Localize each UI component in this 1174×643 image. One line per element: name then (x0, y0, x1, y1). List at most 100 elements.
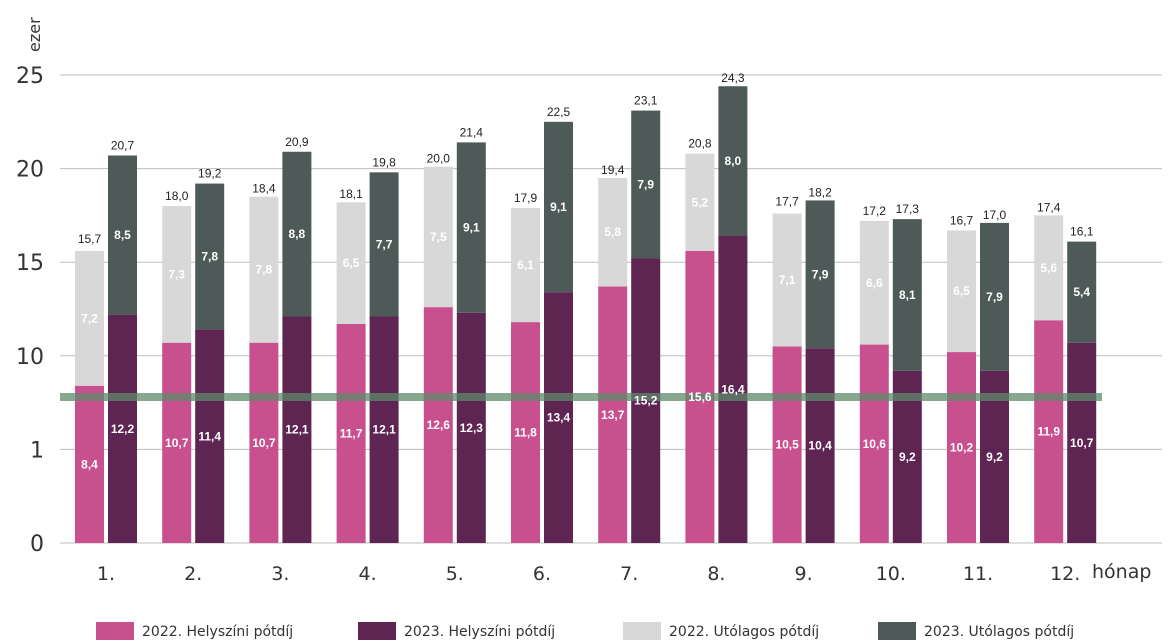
data-label-2022-helyszini: 10,7 (165, 436, 189, 450)
data-label-2022-helyszini: 11,9 (1037, 425, 1060, 439)
y-tick-label: 1 (30, 438, 44, 463)
total-label-2022: 15,7 (78, 232, 102, 246)
legend-swatch (878, 622, 916, 640)
data-label-2023-helyszini: 10,7 (1070, 436, 1094, 450)
data-label-2022-utolagos: 6,5 (343, 256, 360, 270)
data-label-2023-utolagos: 8,5 (114, 228, 131, 242)
bar-2022-utolagos (685, 153, 715, 251)
total-label-2022: 17,4 (1037, 200, 1061, 214)
data-label-2022-utolagos: 7,2 (81, 311, 98, 325)
x-tick-label: 3. (271, 563, 289, 585)
x-tick-label: 2. (184, 563, 202, 585)
bar-2023-utolagos (456, 142, 486, 313)
x-tick-label: 5. (446, 563, 464, 585)
bar-2022-helyszini (423, 307, 453, 543)
bar-2022-utolagos (162, 206, 192, 343)
bar-2022-helyszini (511, 322, 540, 543)
bar-2023-utolagos (805, 200, 835, 349)
data-label-2023-utolagos: 8,0 (725, 154, 742, 168)
y-tick-label: 10 (16, 345, 44, 370)
data-label-2023-utolagos: 7,7 (376, 237, 393, 251)
x-tick-label: 12. (1050, 563, 1080, 585)
bar-2023-helyszini (282, 316, 312, 543)
y-axis-label: ezer (25, 17, 44, 52)
y-tick-label: 20 (16, 158, 44, 183)
bar-2022-helyszini (336, 323, 366, 543)
bar-series (75, 86, 1097, 543)
bar-2022-utolagos (511, 207, 540, 323)
bar-2023-utolagos (108, 155, 137, 315)
bar-2022-helyszini (162, 342, 192, 543)
x-tick-label: 6. (533, 563, 551, 585)
total-label-2022: 18,4 (252, 182, 276, 196)
data-label-2022-helyszini: 15,6 (688, 390, 712, 404)
bar-2022-helyszini (1034, 320, 1064, 543)
total-label-2023: 17,0 (983, 208, 1007, 222)
x-tick-label: 9. (795, 563, 813, 585)
data-label-2023-utolagos: 7,8 (201, 250, 218, 264)
total-label-2022: 17,2 (863, 204, 887, 218)
data-label-2023-utolagos: 8,8 (289, 227, 306, 241)
x-tick-label: 11. (963, 563, 993, 585)
data-label-2023-helyszini: 9,2 (986, 450, 1003, 464)
data-label-2022-utolagos: 7,3 (168, 267, 185, 281)
total-label-2022: 16,7 (950, 213, 974, 227)
y-tick-label: 15 (16, 251, 44, 276)
data-label-2023-helyszini: 12,1 (372, 423, 396, 437)
data-label-2023-helyszini: 10,4 (808, 439, 832, 453)
bar-2022-utolagos (249, 196, 279, 343)
bar-2022-utolagos (75, 250, 104, 386)
data-label-2023-helyszini: 15,2 (634, 394, 658, 408)
bar-2023-helyszini (805, 348, 835, 543)
data-label-2022-utolagos: 6,6 (866, 276, 883, 290)
total-label-2023: 18,2 (808, 185, 832, 199)
data-label-2022-helyszini: 10,7 (252, 436, 276, 450)
x-tick-label: 4. (359, 563, 377, 585)
total-label-2023: 20,7 (111, 138, 135, 152)
data-label-2022-utolagos: 6,1 (517, 258, 534, 272)
bar-2023-helyszini (456, 312, 486, 543)
legend-swatch (623, 622, 661, 640)
x-axis-ticks: 1. 2. 3. 4. 5. 6. 7. 8. 9. 10. 11. 12. (97, 563, 1080, 585)
bar-2023-utolagos (1067, 241, 1097, 343)
total-label-2023: 17,3 (896, 202, 920, 216)
bar-2022-utolagos (772, 213, 802, 347)
total-label-2023: 24,3 (721, 71, 745, 85)
data-label-2023-helyszini: 11,4 (198, 429, 221, 443)
data-label-2022-helyszini: 12,6 (427, 418, 451, 432)
legend-label: 2023. Helyszíni pótdíj (404, 624, 555, 640)
y-tick-label: 0 (30, 532, 44, 557)
data-label-2023-helyszini: 13,4 (547, 411, 571, 425)
total-label-2022: 18,1 (339, 187, 363, 201)
bar-2022-utolagos (947, 230, 976, 353)
data-label-2023-utolagos: 7,9 (637, 178, 654, 192)
data-label-2023-helyszini: 16,4 (721, 382, 745, 396)
x-tick-label: 7. (620, 563, 638, 585)
bar-2022-utolagos (336, 202, 366, 324)
data-label-2022-helyszini: 11,8 (514, 426, 537, 440)
bar-2023-utolagos (718, 86, 748, 236)
x-tick-label: 1. (97, 563, 115, 585)
data-label-2023-utolagos: 9,1 (463, 221, 480, 235)
bar-2023-helyszini (718, 235, 748, 543)
bar-2022-utolagos (423, 166, 453, 308)
bar-2023-helyszini (544, 292, 573, 543)
total-label-2022: 17,9 (514, 191, 538, 205)
legend-label: 2022. Utólagos pótdíj (669, 624, 819, 640)
y-tick-label: 25 (16, 64, 44, 89)
data-label-2023-utolagos: 7,9 (812, 267, 829, 281)
total-label-2023: 23,1 (634, 94, 658, 108)
bar-2023-utolagos (544, 121, 573, 293)
total-label-2022: 19,4 (601, 163, 625, 177)
x-tick-label: 8. (707, 563, 725, 585)
total-label-2023: 16,1 (1070, 225, 1094, 239)
data-label-2023-utolagos: 8,1 (899, 288, 916, 302)
bar-2023-utolagos (195, 183, 225, 330)
bar-2023-utolagos (892, 219, 922, 371)
total-label-2023: 22,5 (547, 105, 571, 119)
x-tick-label: 10. (876, 563, 906, 585)
total-label-2022: 17,7 (775, 195, 799, 209)
data-label-2023-helyszini: 12,2 (111, 422, 135, 436)
axis-break-band (60, 393, 1102, 401)
